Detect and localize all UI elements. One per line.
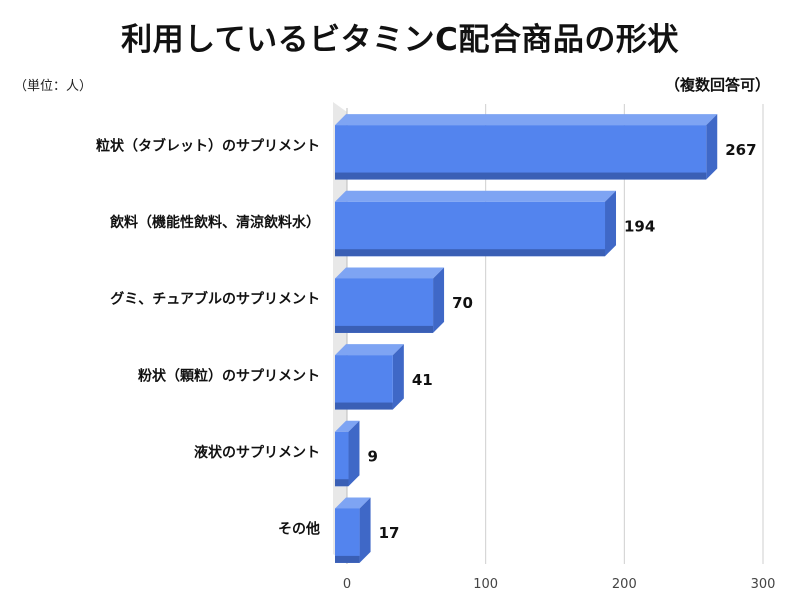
bar-top-face [335, 497, 371, 509]
bar-side-face [605, 190, 617, 257]
bar-value-label: 41 [412, 371, 433, 389]
bar-side-face [706, 114, 718, 180]
x-tick-label: 300 [751, 577, 776, 592]
bar-bottom-edge [335, 402, 393, 410]
category-label: 粒状（タブレット）のサプリメント [96, 137, 320, 154]
bar-bottom-edge [335, 479, 349, 487]
bar [335, 201, 606, 257]
category-label: その他 [278, 521, 320, 538]
bar [335, 125, 707, 180]
bar-bottom-edge [335, 325, 434, 333]
bar-top-face [335, 344, 404, 356]
bar-top-face [335, 267, 445, 279]
bar-value-label: 70 [452, 294, 473, 312]
unit-note: （単位：人） [14, 79, 93, 94]
bar [335, 278, 434, 333]
bar-bottom-edge [335, 172, 707, 180]
bar-side-face [433, 267, 445, 333]
x-tick-label: 0 [343, 577, 351, 592]
bar-value-label: 194 [624, 218, 655, 236]
bar-top-face [335, 114, 718, 126]
multi-answer-note: （複数回答可） [664, 76, 770, 94]
bar-value-label: 17 [379, 524, 400, 542]
bar-side-face [392, 344, 404, 410]
category-label: 液状のサプリメント [194, 444, 320, 461]
category-label: グミ、チュアブルのサプリメント [110, 291, 320, 308]
x-tick-label: 100 [473, 577, 498, 592]
bar-top-face [335, 190, 617, 202]
bar-bottom-edge [335, 249, 606, 257]
bar-side-face [348, 420, 360, 487]
chart-title: 利用しているビタミンC配合商品の形状 [121, 22, 679, 58]
bar-value-label: 9 [367, 448, 377, 466]
category-label: 飲料（機能性飲料、清涼飲料水） [109, 214, 320, 231]
category-label: 粉状（顆粒）のサプリメント [138, 367, 320, 384]
bar-side-face [359, 497, 371, 563]
bar-value-label: 267 [725, 141, 756, 159]
bar [335, 431, 349, 487]
bar [335, 508, 360, 563]
bar [335, 355, 393, 410]
bar-top-face [335, 420, 360, 432]
x-tick-label: 200 [612, 577, 637, 592]
bar-bottom-edge [335, 555, 360, 563]
